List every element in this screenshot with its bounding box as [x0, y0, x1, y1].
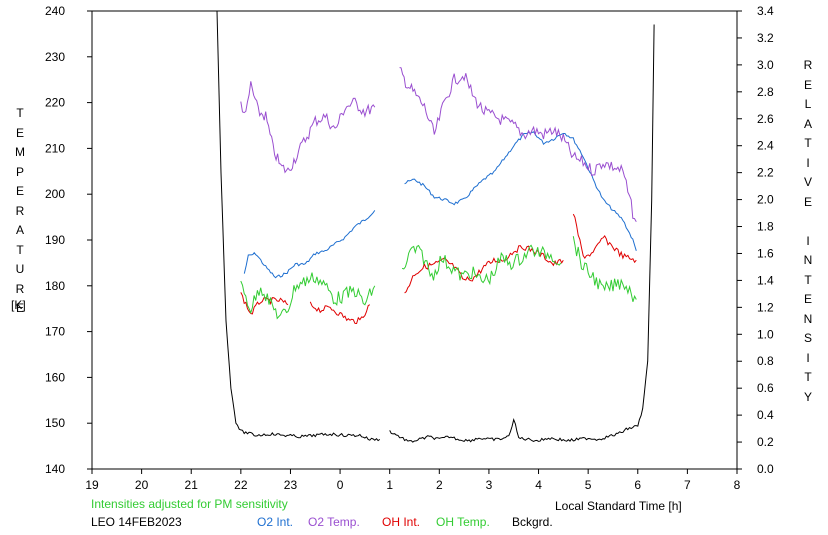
- y-left-tick-label: 240: [45, 4, 65, 18]
- axes-frame: 19 20 21 22 23 0 1 2 3 4 5 6 7 8140150160170180190200…: [45, 4, 774, 492]
- y-left-tick-label: 160: [45, 370, 65, 384]
- y-left-tick-label: 200: [45, 187, 65, 201]
- x-tick-label: 19: [85, 478, 99, 492]
- x-tick-label: 7: [684, 478, 691, 492]
- x-tick-label: 4: [535, 478, 542, 492]
- x-tick-label: 5: [585, 478, 592, 492]
- y-right-tick-label: 0.6: [757, 381, 774, 395]
- y-right-tick-label: 3.0: [757, 58, 774, 72]
- y-left-tick-label: 190: [45, 233, 65, 247]
- series-o2-int-segment: [404, 131, 637, 251]
- y-left-tick-label: 180: [45, 279, 65, 293]
- series-o2-temp-segment: [399, 67, 637, 222]
- y-right-tick-label: 1.2: [757, 300, 774, 314]
- y-right-tick-label: 0.0: [757, 462, 774, 476]
- series-bckgrd-segment: [389, 24, 655, 443]
- y-left-tick-label: 150: [45, 416, 65, 430]
- y-left-tick-label: 140: [45, 462, 65, 476]
- x-tick-label: 1: [386, 478, 393, 492]
- x-tick-label: 21: [185, 478, 199, 492]
- y-right-tick-label: 2.0: [757, 193, 774, 207]
- y-left-tick-label: 230: [45, 50, 65, 64]
- x-tick-label: 8: [734, 478, 741, 492]
- legend-oh-int: OH Int.: [382, 515, 421, 529]
- station-date: LEO 14FEB2023: [91, 515, 182, 529]
- y-left-tick-label: 170: [45, 325, 65, 339]
- x-tick-label: 0: [337, 478, 344, 492]
- y-right-tick-label: 0.2: [757, 435, 774, 449]
- legend-bckgrd: Bckgrd.: [512, 515, 553, 529]
- y-right-tick-label: 2.4: [757, 139, 774, 153]
- legend-o2-temp: O2 Temp.: [308, 515, 360, 529]
- series-oh-temp-segment: [240, 272, 376, 320]
- series-layer: [216, 10, 655, 443]
- y-left-tick-label: 210: [45, 141, 65, 155]
- x-tick-label: 2: [436, 478, 443, 492]
- x-tick-label: 20: [135, 478, 149, 492]
- y-left-tick-label: 220: [45, 96, 65, 110]
- series-oh-temp-segment: [572, 236, 637, 302]
- series-oh-temp-segment: [401, 244, 562, 286]
- y-right-tick-label: 3.4: [757, 4, 774, 18]
- left-axis-unit: [K]: [11, 298, 26, 312]
- y-right-tick-label: 1.0: [757, 327, 774, 341]
- y-right-tick-label: 1.4: [757, 273, 774, 287]
- y-right-tick-label: 0.8: [757, 354, 774, 368]
- y-right-tick-label: 2.8: [757, 85, 774, 99]
- x-tick-label: 22: [234, 478, 248, 492]
- y-right-tick-label: 1.8: [757, 220, 774, 234]
- series-o2-temp-segment: [240, 81, 376, 174]
- y-right-tick-label: 1.6: [757, 246, 774, 260]
- x-tick-label: 6: [634, 478, 641, 492]
- x-axis-title: Local Standard Time [h]: [555, 499, 682, 513]
- y-right-tick-label: 2.6: [757, 112, 774, 126]
- series-o2-int-segment: [243, 210, 376, 279]
- series-bckgrd-segment: [216, 10, 381, 442]
- y-right-tick-label: 2.2: [757, 166, 774, 180]
- y-right-tick-label: 3.2: [757, 31, 774, 45]
- series-oh-int-segment: [309, 301, 371, 325]
- legend-oh-temp: OH Temp.: [436, 515, 490, 529]
- x-tick-label: 3: [486, 478, 493, 492]
- sensitivity-note: Intensities adjusted for PM sensitivity: [91, 497, 288, 511]
- y-right-tick-label: 0.4: [757, 408, 774, 422]
- series-oh-int-segment: [572, 213, 637, 264]
- x-tick-label: 23: [284, 478, 298, 492]
- legend-o2-int: O2 Int.: [257, 515, 294, 529]
